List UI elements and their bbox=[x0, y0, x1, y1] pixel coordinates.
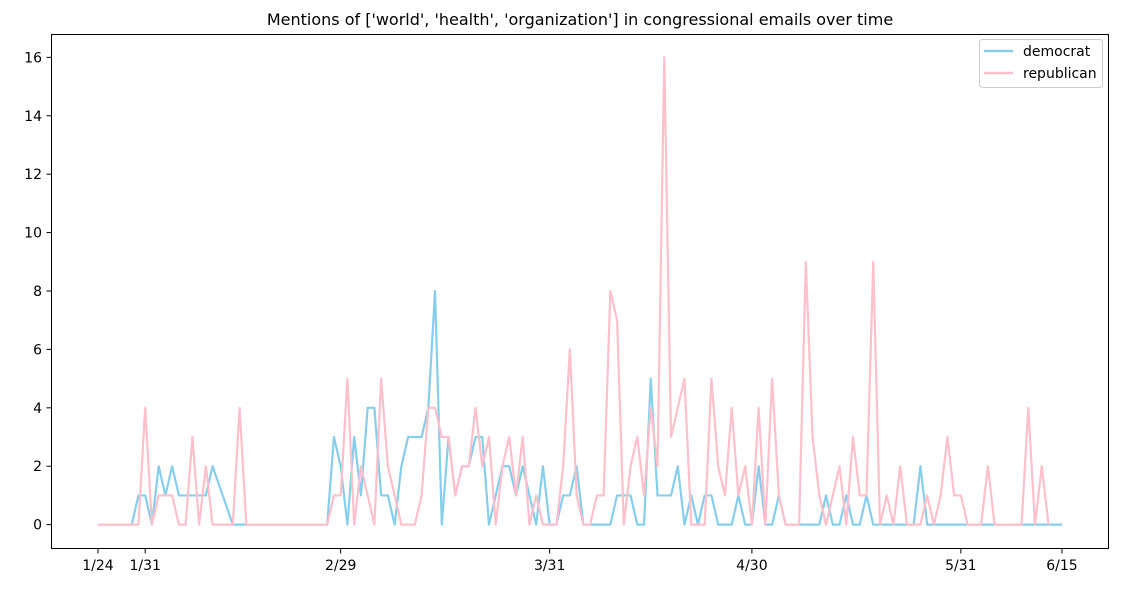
legend-label-republican: republican bbox=[1023, 66, 1097, 82]
plot-area-frame bbox=[51, 34, 1109, 549]
y-tick-label: 0 bbox=[33, 518, 42, 534]
y-tick-label: 6 bbox=[33, 342, 42, 358]
series-layer bbox=[98, 56, 1062, 526]
x-tick-label: 5/31 bbox=[945, 558, 976, 574]
legend: democrat republican bbox=[979, 39, 1103, 88]
y-tick-label: 4 bbox=[33, 401, 42, 417]
y-tick-label: 12 bbox=[24, 167, 42, 183]
series-line-democrat bbox=[98, 289, 1062, 526]
x-tick-label: 3/31 bbox=[534, 558, 565, 574]
x-axis: 1/24 1/31 2/29 3/31 4/30 5/31 6/15 bbox=[82, 548, 1078, 574]
y-axis: 0 2 4 6 8 10 12 14 16 bbox=[24, 50, 52, 534]
x-tick-label: 1/24 bbox=[82, 558, 114, 574]
y-tick-label: 16 bbox=[24, 50, 42, 66]
x-tick-label: 6/15 bbox=[1046, 558, 1077, 574]
x-tick-label: 2/29 bbox=[325, 558, 356, 574]
y-tick-label: 8 bbox=[33, 284, 42, 300]
x-tick-label: 1/31 bbox=[129, 558, 160, 574]
y-tick-label: 2 bbox=[33, 459, 42, 475]
series-line-republican bbox=[98, 56, 1050, 526]
y-tick-label: 14 bbox=[24, 109, 42, 125]
chart-title: Mentions of ['world', 'health', 'organiz… bbox=[267, 10, 893, 29]
legend-label-democrat: democrat bbox=[1023, 44, 1091, 60]
x-tick-label: 4/30 bbox=[736, 558, 767, 574]
y-tick-label: 10 bbox=[24, 226, 42, 242]
